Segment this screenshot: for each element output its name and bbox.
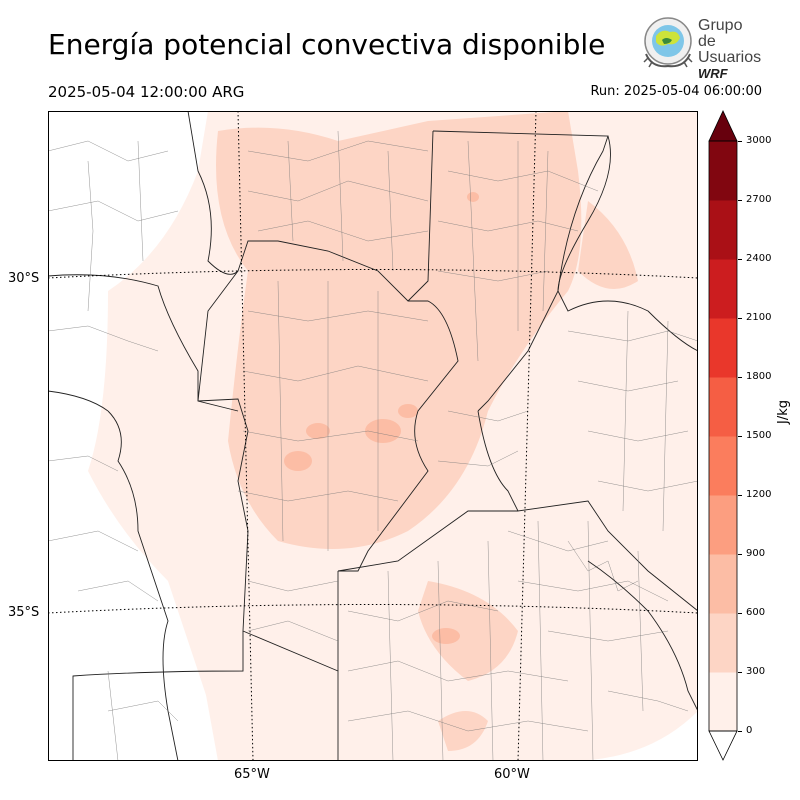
chart-title: Energía potencial convectiva disponible <box>48 28 606 61</box>
lat-label-35s: 35°S <box>8 605 40 620</box>
colorbar-tick-mark <box>738 672 742 673</box>
wrf-users-logo: Grupo de Usuarios WRF <box>638 14 763 81</box>
colorbar-band <box>709 259 737 319</box>
graticule <box>48 111 698 761</box>
colorbar-tick-label: 1200 <box>746 489 772 500</box>
colorbar-tick-label: 2700 <box>746 194 772 205</box>
colorbar-tick-label: 900 <box>746 548 766 559</box>
colorbar-band <box>709 554 737 614</box>
colorbar-extend-min <box>708 730 738 761</box>
colorbar-band <box>709 613 737 673</box>
logo-line-1: Grupo de <box>698 17 743 50</box>
colorbar <box>708 110 738 761</box>
colorbar-tick-label: 2400 <box>746 253 772 264</box>
colorbar-extend-max <box>708 110 738 142</box>
colorbar-band <box>709 318 737 378</box>
colorbar-band <box>709 377 737 437</box>
colorbar-tick-label: 1800 <box>746 371 772 382</box>
lat-label-30s: 30°S <box>8 271 40 286</box>
province-boundaries <box>48 111 698 761</box>
colorbar-tick-mark <box>738 495 742 496</box>
colorbar-tick-mark <box>738 613 742 614</box>
colorbar-band <box>709 495 737 555</box>
colorbar-tick-mark <box>738 141 742 142</box>
colorbar-tick-label: 3000 <box>746 135 772 146</box>
colorbar-unit-label: J/kg <box>776 400 791 424</box>
colorbar-band <box>709 436 737 496</box>
globe-emblem-icon <box>643 17 693 68</box>
colorbar-tick-mark <box>738 259 742 260</box>
department-boundaries <box>48 130 698 761</box>
lon-label-65w: 65°W <box>234 767 270 782</box>
colorbar-tick-mark <box>738 554 742 555</box>
colorbar-band <box>709 672 737 732</box>
colorbar-tick-mark <box>738 377 742 378</box>
logo-line-3: WRF <box>698 66 728 81</box>
colorbar-tick-mark <box>738 200 742 201</box>
colorbar-band <box>709 200 737 260</box>
colorbar-tick-label: 1500 <box>746 430 772 441</box>
colorbar-tick-mark <box>738 731 742 732</box>
colorbar-tick-label: 300 <box>746 666 766 677</box>
cape-map <box>48 111 698 761</box>
colorbar-tick-label: 2100 <box>746 312 772 323</box>
colorbar-tick-label: 600 <box>746 607 766 618</box>
lon-label-60w: 60°W <box>494 767 530 782</box>
run-time: Run: 2025-05-04 06:00:00 <box>590 84 762 99</box>
colorbar-tick-mark <box>738 436 742 437</box>
valid-time: 2025-05-04 12:00:00 ARG <box>48 83 245 101</box>
cape-shading-600-900 <box>284 192 479 644</box>
colorbar-tick-label: 0 <box>746 725 753 736</box>
colorbar-tick-mark <box>738 318 742 319</box>
logo-line-2: Usuarios <box>698 49 762 66</box>
colorbar-band <box>709 141 737 201</box>
